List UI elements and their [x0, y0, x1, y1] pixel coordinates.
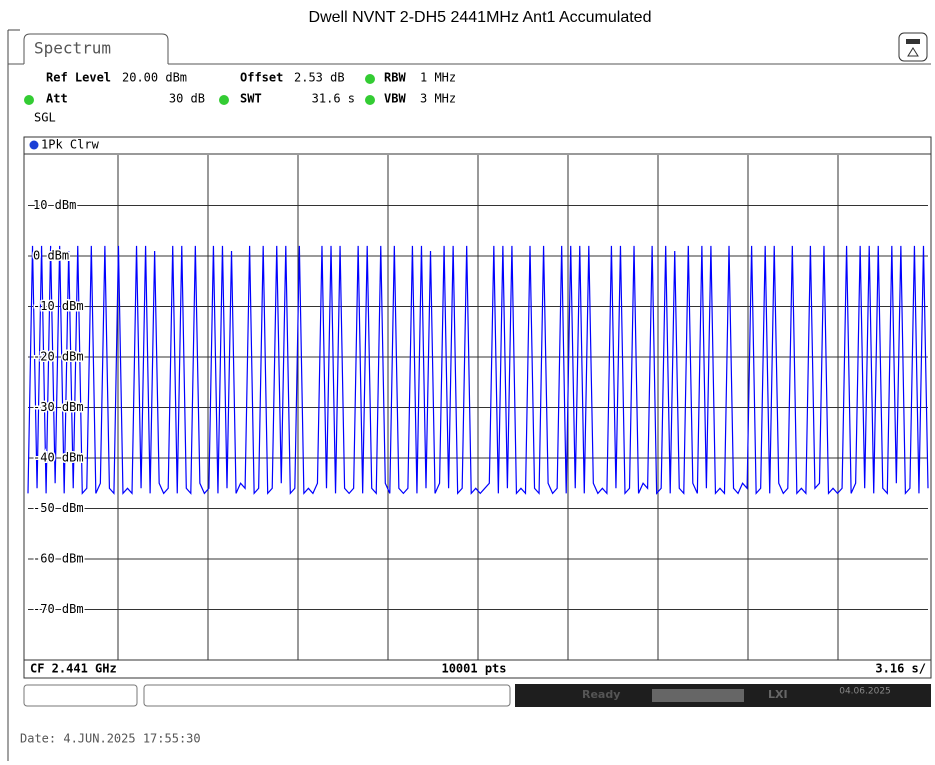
progress	[652, 689, 744, 702]
trace-dot	[29, 140, 39, 150]
date-line: Date: 4.JUN.2025 17:55:30	[20, 732, 201, 746]
setting-label: RBW	[384, 71, 406, 85]
setting-value: 1 MHz	[420, 71, 456, 85]
sweep-mode: SGL	[34, 111, 56, 125]
setting-label: Offset	[240, 71, 283, 85]
setting-value: 20.00 dBm	[122, 71, 187, 85]
title: Dwell NVNT 2-DH5 2441MHz Ant1 Accumulate…	[309, 9, 652, 26]
status-dot	[24, 95, 34, 105]
setting-label: VBW	[384, 92, 406, 106]
icon-part	[907, 47, 919, 57]
icon-part	[906, 39, 920, 44]
tab[interactable]	[23, 33, 169, 64]
lxi-logo: LXI	[768, 688, 788, 701]
y-tick-label: -70 dBm	[33, 602, 84, 616]
y-tick-label: 0 dBm	[33, 249, 69, 263]
setting-label: Att	[46, 92, 68, 106]
y-tick-label: -60 dBm	[33, 552, 84, 566]
input-box[interactable]	[23, 684, 138, 707]
setting-label: SWT	[240, 92, 262, 106]
status-state: Ready	[582, 688, 620, 701]
status-date: 04.06.2025	[839, 687, 891, 697]
setting-value: 3 MHz	[420, 92, 456, 106]
center-frequency: CF 2.441 GHz	[30, 662, 117, 676]
y-tick-label: -10 dBm	[33, 299, 84, 313]
status-dot	[365, 74, 375, 84]
trace-label: 1Pk Clrw	[41, 138, 100, 152]
time-per-div: 3.16 s/	[875, 662, 926, 676]
setting-value: 31.6 s	[312, 92, 355, 106]
status-dot	[219, 95, 229, 105]
message-box[interactable]	[143, 684, 511, 707]
tab-label[interactable]: Spectrum	[34, 39, 111, 58]
status-dot	[365, 95, 375, 105]
setting-value: 2.53 dB	[294, 71, 345, 85]
y-tick-label: -40 dBm	[33, 451, 84, 465]
y-tick-label: -30 dBm	[33, 400, 84, 414]
setting-value: 30 dB	[169, 92, 205, 106]
trace	[27, 245, 929, 495]
overview-icon[interactable]	[898, 32, 928, 62]
y-tick-label: -20 dBm	[33, 350, 84, 364]
y-tick-label: 10 dBm	[33, 198, 76, 212]
setting-label: Ref Level	[46, 71, 111, 85]
points: 10001 pts	[441, 662, 506, 676]
y-tick-label: -50 dBm	[33, 501, 84, 515]
